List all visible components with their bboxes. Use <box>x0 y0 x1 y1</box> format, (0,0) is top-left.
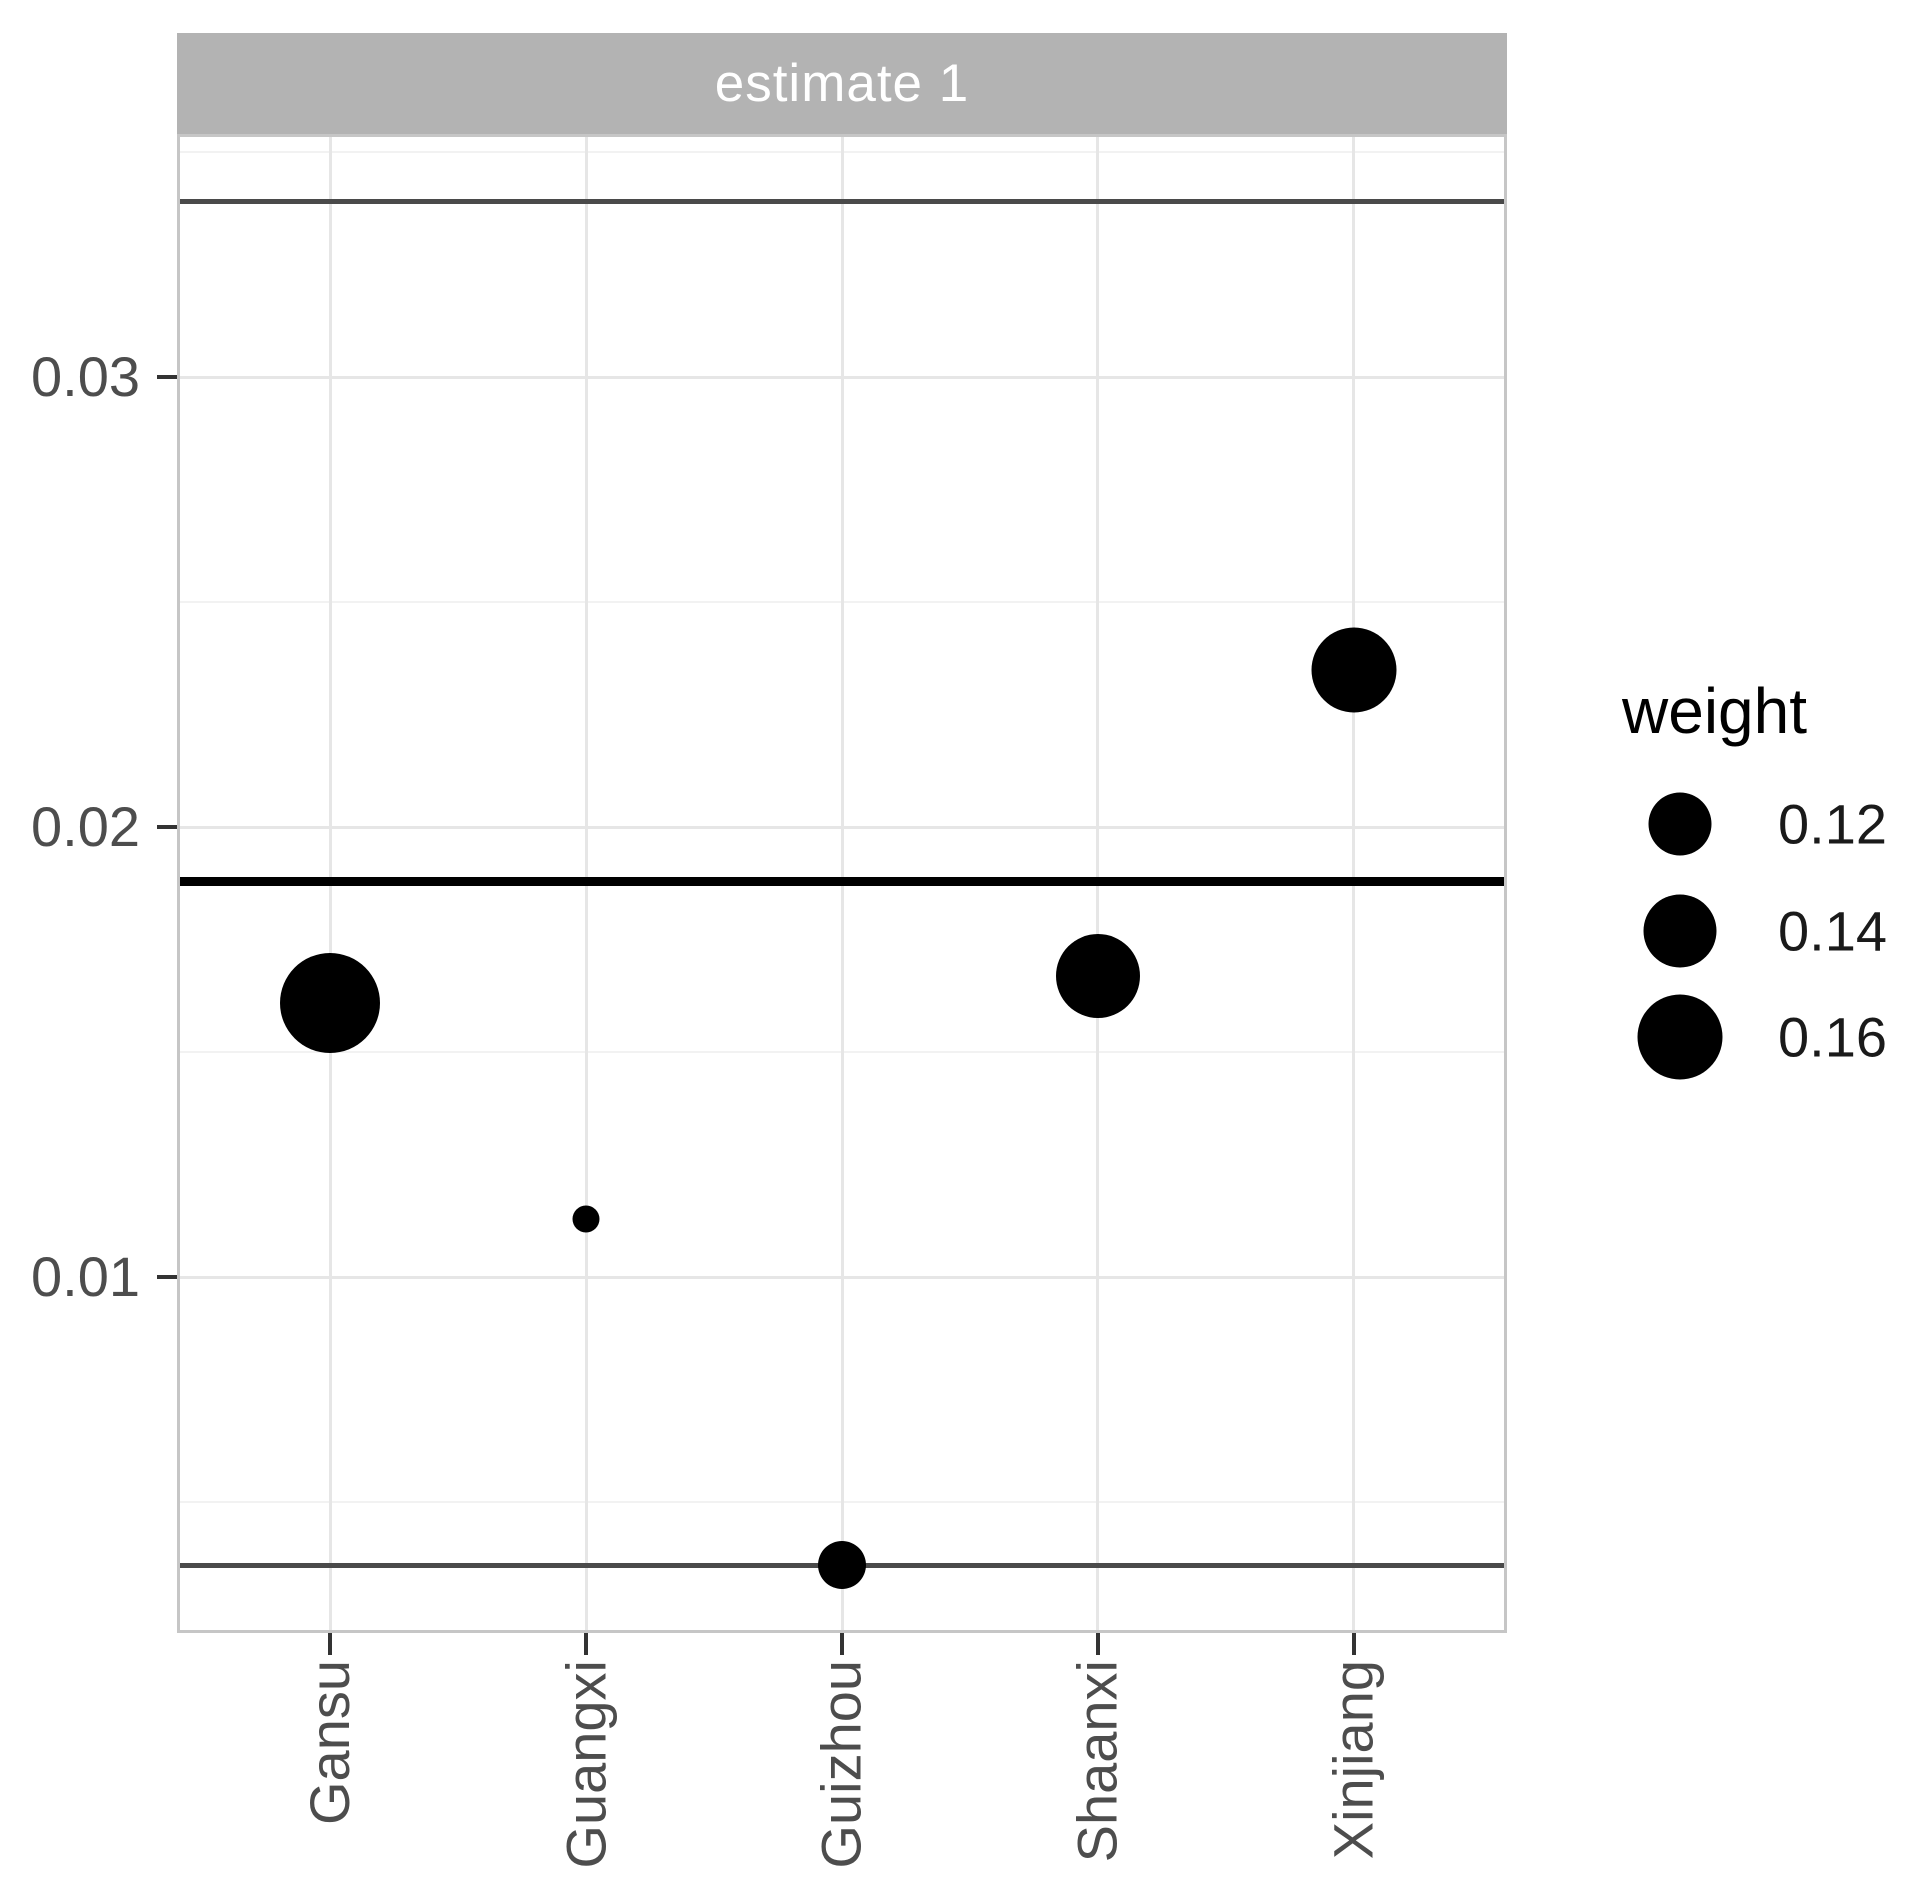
x-axis-label-guizhou: Guizhou <box>810 1660 873 1869</box>
y-axis-label: 0.01 <box>31 1245 140 1309</box>
y-axis-tick <box>157 1275 177 1280</box>
legend-entry: 0.14 <box>1600 876 1913 986</box>
facet-strip: estimate 1 <box>177 33 1507 134</box>
y-axis-label: 0.03 <box>31 345 140 409</box>
x-axis-tick <box>328 1633 333 1655</box>
legend-key-dot <box>1643 894 1717 967</box>
x-axis-tick <box>840 1633 844 1655</box>
legend-entry: 0.12 <box>1600 769 1913 879</box>
legend-entry-label: 0.12 <box>1778 792 1887 856</box>
pooled-estimate-line <box>177 876 1507 886</box>
data-point-gansu <box>280 952 381 1053</box>
y-axis-label: 0.02 <box>31 795 140 859</box>
x-axis-label-guangxi: Guangxi <box>554 1660 618 1869</box>
legend-key-dot <box>1648 792 1712 856</box>
x-axis-label-gansu: Gansu <box>298 1660 362 1825</box>
facet-strip-label: estimate 1 <box>714 54 970 113</box>
legend-entry: 0.16 <box>1600 982 1913 1092</box>
x-axis-tick <box>584 1633 589 1655</box>
plot-panel <box>177 134 1507 1633</box>
x-axis-label-shaanxi: Shaanxi <box>1065 1660 1129 1863</box>
data-point-xinjiang <box>1311 627 1397 713</box>
x-axis-tick <box>1351 1633 1356 1655</box>
upper-interval-line <box>177 199 1507 205</box>
legend-entry-label: 0.14 <box>1778 899 1887 962</box>
legend-key-dot <box>1637 994 1723 1080</box>
x-axis-label-xinjiang: Xinjiang <box>1321 1660 1385 1860</box>
data-point-shaanxi <box>1055 933 1140 1018</box>
legend-entry-label: 0.16 <box>1778 1005 1887 1069</box>
y-axis-tick <box>157 375 177 380</box>
y-axis-tick <box>157 825 177 830</box>
x-axis-tick <box>1095 1633 1100 1655</box>
data-point-guangxi <box>572 1205 600 1233</box>
legend: weight 0.12 0.14 0.16 <box>1600 660 1913 1180</box>
legend-title: weight <box>1622 675 1807 747</box>
data-point-guizhou <box>818 1541 866 1590</box>
